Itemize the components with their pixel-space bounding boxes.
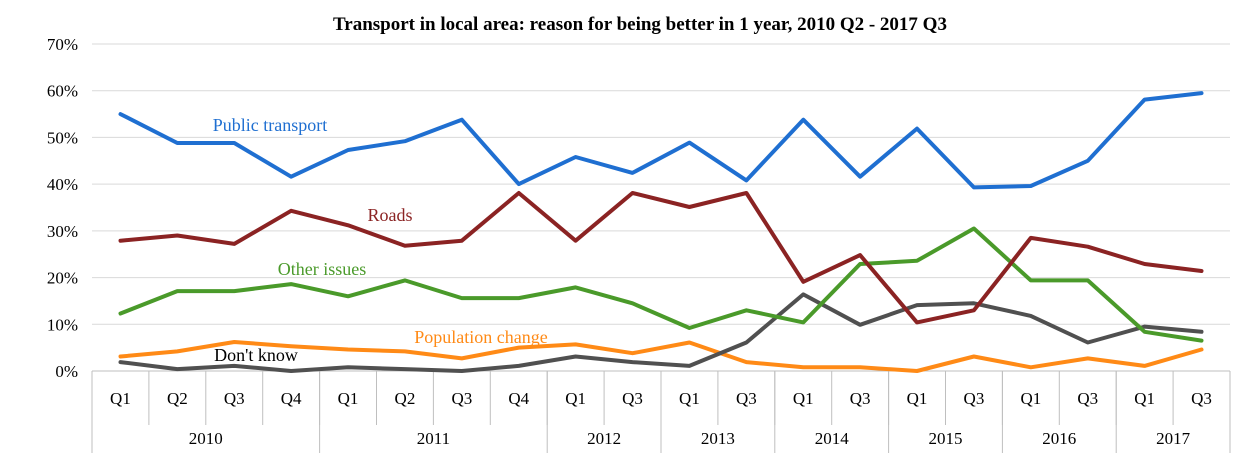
series-label: Public transport	[213, 115, 328, 135]
y-axis: 0% 10% 20% 30% 40% 50% 60% 70%	[47, 35, 78, 381]
x-tick-label: Q3	[736, 389, 757, 408]
x-tick-label: Q3	[224, 389, 245, 408]
y-tick-label: 20%	[47, 269, 78, 288]
series-line-don-t-know	[118, 292, 1204, 373]
y-tick-label: 30%	[47, 222, 78, 241]
series-label: Population change	[414, 327, 547, 347]
x-tick-label: Q3	[1077, 389, 1098, 408]
series-lines	[118, 91, 1204, 373]
series-line-public-transport	[118, 91, 1204, 190]
x-tick-label: Q1	[1134, 389, 1155, 408]
y-tick-label: 70%	[47, 35, 78, 54]
year-label: 2011	[417, 429, 450, 448]
x-tick-label: Q2	[395, 389, 416, 408]
x-tick-label: Q1	[679, 389, 700, 408]
x-tick-label: Q1	[565, 389, 586, 408]
year-label: 2015	[929, 429, 963, 448]
y-tick-label: 40%	[47, 175, 78, 194]
x-tick-label: Q3	[964, 389, 985, 408]
series-labels: Public transport Roads Other issues Populat…	[213, 115, 548, 365]
y-tick-label: 10%	[47, 315, 78, 334]
year-label: 2017	[1156, 429, 1191, 448]
x-tick-label: Q1	[338, 389, 359, 408]
year-label: 2013	[701, 429, 735, 448]
x-tick-label: Q3	[622, 389, 643, 408]
series-line-roads	[118, 191, 1204, 325]
chart-title: Transport in local area: reason for bein…	[333, 14, 947, 35]
year-label: 2016	[1042, 429, 1076, 448]
x-tick-label: Q3	[451, 389, 472, 408]
y-tick-label: 0%	[55, 362, 78, 381]
x-axis: Q1 Q2 Q3 Q4 Q1 Q2 Q3 Q4 Q1 Q3 Q1 Q3 Q1 Q3 Q1 Q3 Q1 Q3 Q1 Q3…	[91, 371, 1231, 453]
gridlines	[92, 43, 1230, 372]
series-label: Don't know	[214, 345, 298, 365]
x-tick-label: Q1	[110, 389, 131, 408]
y-tick-label: 50%	[47, 128, 78, 147]
year-label: 2014	[815, 429, 850, 448]
year-label: 2012	[587, 429, 621, 448]
y-tick-label: 60%	[47, 82, 78, 101]
x-tick-label: Q4	[508, 389, 529, 408]
x-tick-label: Q1	[793, 389, 814, 408]
x-tick-label: Q3	[1191, 389, 1212, 408]
series-line-other-issues	[118, 226, 1204, 343]
x-tick-label: Q1	[1020, 389, 1041, 408]
year-label: 2010	[189, 429, 223, 448]
series-label: Other issues	[278, 259, 367, 279]
x-tick-label: Q4	[281, 389, 302, 408]
series-label: Roads	[368, 205, 413, 225]
x-tick-label: Q2	[167, 389, 188, 408]
x-tick-label: Q1	[907, 389, 928, 408]
x-tick-label: Q3	[850, 389, 871, 408]
series-line-population-change	[118, 340, 1204, 373]
